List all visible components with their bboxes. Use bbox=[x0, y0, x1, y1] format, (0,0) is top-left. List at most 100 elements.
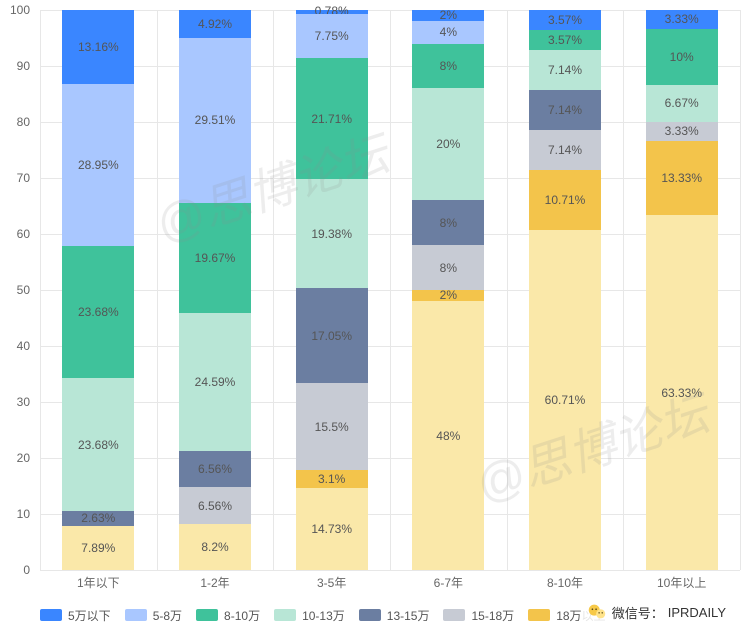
legend-item: 8-10万 bbox=[196, 607, 260, 624]
bars-layer: 13.16% 28.95% 23.68% 23.68% 2.63% 7.89% 4.92% 2… bbox=[40, 10, 740, 570]
legend-item: 10-13万 bbox=[274, 607, 345, 624]
segment-label: 3.57% bbox=[548, 33, 582, 47]
bar-segment: 7.75% bbox=[296, 14, 368, 57]
bar-segment: 19.38% bbox=[296, 179, 368, 288]
segment-label: 28.95% bbox=[78, 158, 119, 172]
segment-label: 4.92% bbox=[198, 17, 232, 31]
bar: 3.57% 3.57% 7.14% 7.14% 7.14% 10.71% 60.71% bbox=[529, 10, 601, 570]
legend-label: 8-10万 bbox=[224, 607, 260, 624]
legend-swatch bbox=[125, 609, 147, 621]
legend-swatch bbox=[528, 609, 550, 621]
legend-swatch bbox=[359, 609, 381, 621]
segment-label: 10.71% bbox=[545, 193, 586, 207]
bar-segment: 17.05% bbox=[296, 288, 368, 383]
bar-segment: 8% bbox=[412, 245, 484, 290]
segment-label: 2% bbox=[440, 8, 457, 22]
segment-label: 6.67% bbox=[665, 96, 699, 110]
segment-label: 24.59% bbox=[195, 375, 236, 389]
bar-segment: 7.14% bbox=[529, 130, 601, 170]
segment-label: 3.33% bbox=[665, 124, 699, 138]
segment-label: 7.14% bbox=[548, 63, 582, 77]
bar-segment: 2.63% bbox=[62, 511, 134, 526]
bar-segment: 29.51% bbox=[179, 38, 251, 203]
wechat-icon bbox=[586, 601, 608, 623]
bar: 13.16% 28.95% 23.68% 23.68% 2.63% 7.89% bbox=[62, 10, 134, 570]
bar-segment: 24.59% bbox=[179, 313, 251, 451]
bar: 4.92% 29.51%19.67% 24.59% 6.56% 6.56% 8.2% bbox=[179, 10, 251, 570]
bar-segment: 48% bbox=[412, 301, 484, 570]
legend-item: 5-8万 bbox=[125, 607, 182, 624]
bar-segment: 21.71% bbox=[296, 58, 368, 180]
y-tick-label: 50 bbox=[17, 283, 30, 297]
y-tick-label: 70 bbox=[17, 171, 30, 185]
segment-label: 7.14% bbox=[548, 103, 582, 117]
bar-segment: 4% bbox=[412, 21, 484, 43]
bar-segment: 4.92% bbox=[179, 10, 251, 38]
legend-label: 5万以下 bbox=[68, 607, 111, 624]
bar-segment: 2% bbox=[412, 290, 484, 301]
footer-prefix: 微信号： bbox=[612, 603, 664, 622]
legend-item: 5万以下 bbox=[40, 607, 111, 624]
bar-segment: 3.33% bbox=[646, 10, 718, 29]
segment-label: 8.2% bbox=[201, 540, 228, 554]
bar-segment: 7.14% bbox=[529, 90, 601, 130]
segment-label: 4% bbox=[440, 25, 457, 39]
footer-value: IPRDAILY bbox=[668, 605, 726, 620]
legend-item: 15-18万 bbox=[443, 607, 514, 624]
segment-label: 6.56% bbox=[198, 462, 232, 476]
bar-segment: 14.73% bbox=[296, 488, 368, 570]
bar-segment: 3.57% bbox=[529, 30, 601, 50]
footer-note: 微信号： IPRDAILY bbox=[582, 601, 730, 623]
segment-label: 23.68% bbox=[78, 305, 119, 319]
legend-label: 13-15万 bbox=[387, 607, 430, 624]
segment-label: 60.71% bbox=[545, 393, 586, 407]
segment-label: 19.38% bbox=[311, 227, 352, 241]
segment-label: 63.33% bbox=[661, 386, 702, 400]
bar-segment: 15.5% bbox=[296, 383, 368, 470]
segment-label: 3.57% bbox=[548, 13, 582, 27]
segment-label: 2.63% bbox=[81, 511, 115, 525]
x-tick-label: 6-7年 bbox=[434, 574, 463, 591]
segment-label: 7.89% bbox=[81, 541, 115, 555]
bar-segment: 6.56% bbox=[179, 451, 251, 488]
y-tick-label: 0 bbox=[23, 563, 30, 577]
bar-segment: 8.2% bbox=[179, 524, 251, 570]
y-tick-label: 60 bbox=[17, 227, 30, 241]
bar-segment: 6.67% bbox=[646, 85, 718, 122]
segment-label: 23.68% bbox=[78, 438, 119, 452]
bar-segment: 13.33% bbox=[646, 141, 718, 216]
legend-item: 13-15万 bbox=[359, 607, 430, 624]
segment-label: 2% bbox=[440, 288, 457, 302]
bar-segment: 7.14% bbox=[529, 50, 601, 90]
y-axis: 0102030405060708090100 bbox=[0, 10, 36, 570]
segment-label: 8% bbox=[440, 216, 457, 230]
segment-label: 7.75% bbox=[315, 29, 349, 43]
segment-label: 13.16% bbox=[78, 40, 119, 54]
segment-label: 20% bbox=[436, 137, 460, 151]
bar-segment: 3.1% bbox=[296, 470, 368, 487]
bar-segment: 10% bbox=[646, 29, 718, 85]
bar-segment: 3.57% bbox=[529, 10, 601, 30]
legend-label: 15-18万 bbox=[471, 607, 514, 624]
x-tick-label: 1年以下 bbox=[77, 574, 120, 591]
legend-swatch bbox=[40, 609, 62, 621]
bar-segment: 23.68% bbox=[62, 378, 134, 511]
legend-label: 10-13万 bbox=[302, 607, 345, 624]
x-tick-label: 1-2年 bbox=[200, 574, 229, 591]
bar-segment: 3.33% bbox=[646, 122, 718, 141]
y-tick-label: 10 bbox=[17, 507, 30, 521]
bar-segment: 28.95% bbox=[62, 84, 134, 246]
segment-label: 21.71% bbox=[311, 112, 352, 126]
bar-segment: 19.67% bbox=[179, 203, 251, 313]
bar-segment: 60.71% bbox=[529, 230, 601, 570]
bar-segment: 7.89% bbox=[62, 526, 134, 570]
legend-swatch bbox=[196, 609, 218, 621]
bar: 3.33% 10% 6.67% 3.33% 13.33% 63.33% bbox=[646, 10, 718, 570]
segment-label: 14.73% bbox=[311, 522, 352, 536]
x-tick-label: 3-5年 bbox=[317, 574, 346, 591]
segment-label: 3.33% bbox=[665, 12, 699, 26]
bar-segment: 6.56% bbox=[179, 487, 251, 524]
y-tick-label: 20 bbox=[17, 451, 30, 465]
segment-label: 8% bbox=[440, 59, 457, 73]
y-tick-label: 100 bbox=[10, 3, 30, 17]
